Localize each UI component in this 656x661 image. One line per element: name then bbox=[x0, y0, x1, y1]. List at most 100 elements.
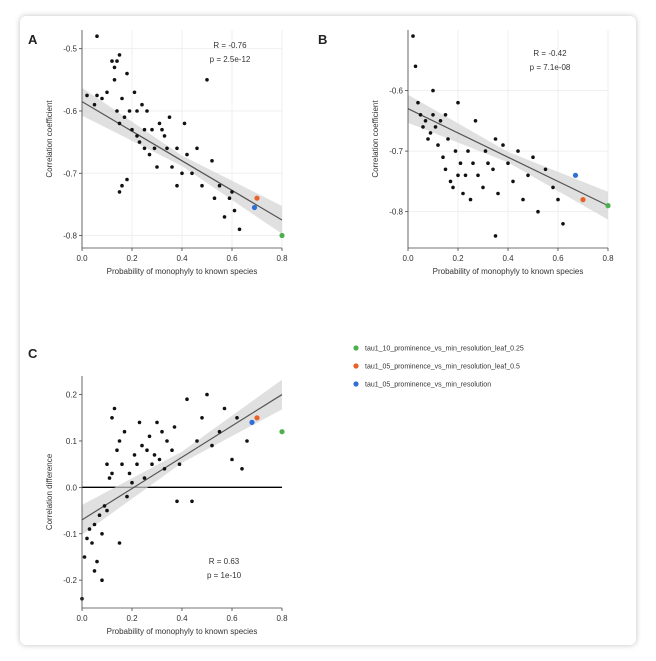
y-axis-title-c: Correlation difference bbox=[45, 453, 54, 530]
highlight-point-b-2 bbox=[572, 172, 579, 178]
legend-marker-2 bbox=[353, 381, 359, 387]
data-point-a-41 bbox=[190, 171, 194, 176]
data-point-c-12 bbox=[110, 416, 114, 420]
data-point-b-34 bbox=[506, 161, 510, 165]
data-point-c-45 bbox=[210, 443, 214, 448]
data-point-b-42 bbox=[551, 185, 555, 190]
y-tick-label-b-0: -0.6 bbox=[389, 87, 403, 96]
data-point-c-18 bbox=[122, 429, 127, 434]
data-point-c-33 bbox=[160, 429, 164, 434]
data-point-c-40 bbox=[185, 397, 189, 402]
highlight-point-c-0 bbox=[279, 429, 285, 435]
x-tick-label-b-2: 0.4 bbox=[502, 254, 514, 263]
data-point-c-55 bbox=[100, 578, 104, 582]
data-point-c-56 bbox=[92, 569, 97, 573]
data-point-b-22 bbox=[466, 149, 470, 153]
data-point-a-47 bbox=[217, 183, 222, 188]
stat-p-c: p = 1e-10 bbox=[207, 571, 242, 580]
data-point-a-37 bbox=[175, 183, 179, 188]
x-tick-label-a-0: 0.0 bbox=[76, 254, 88, 263]
data-point-c-32 bbox=[157, 457, 162, 462]
y-tick-label-a-1: -0.6 bbox=[63, 107, 77, 116]
data-point-c-47 bbox=[222, 406, 227, 411]
data-point-c-50 bbox=[240, 467, 244, 471]
x-tick-label-c-3: 0.6 bbox=[226, 614, 238, 623]
data-point-c-31 bbox=[155, 420, 159, 425]
stat-r-a: R = -0.76 bbox=[213, 41, 247, 50]
data-point-a-31 bbox=[160, 127, 164, 132]
stat-p-b: p = 7.1e-08 bbox=[530, 63, 571, 72]
data-point-a-11 bbox=[115, 109, 119, 113]
data-point-b-35 bbox=[511, 179, 515, 184]
data-point-b-33 bbox=[501, 143, 505, 147]
data-point-a-36 bbox=[175, 146, 179, 151]
y-tick-label-c-0: 0.2 bbox=[66, 391, 78, 400]
panel-label-b: B bbox=[318, 32, 327, 47]
data-point-b-29 bbox=[486, 161, 490, 165]
panel-label-c: C bbox=[28, 346, 38, 361]
data-point-a-1 bbox=[85, 93, 89, 98]
y-tick-label-a-2: -0.7 bbox=[63, 169, 77, 178]
legend-label-1: tau1_05_prominence_vs_min_resolution_lea… bbox=[365, 364, 520, 371]
highlight-point-b-1 bbox=[580, 197, 586, 203]
y-tick-label-c-2: 0.0 bbox=[66, 483, 78, 492]
data-point-a-0 bbox=[95, 34, 99, 38]
data-point-a-2 bbox=[92, 102, 97, 107]
data-point-c-14 bbox=[112, 406, 117, 411]
figure-svg: A 0.0 0.2 0.4 0.6 0.8 -0.5 -0.6 -0.7 -0.8 Probabil… bbox=[28, 30, 614, 636]
data-point-a-34 bbox=[167, 115, 172, 119]
data-point-a-21 bbox=[137, 140, 142, 144]
data-point-b-46 bbox=[431, 88, 435, 93]
data-point-c-25 bbox=[140, 443, 144, 448]
fit-line-a bbox=[81, 101, 283, 221]
x-tick-label-a-4: 0.8 bbox=[276, 254, 288, 263]
data-point-a-15 bbox=[125, 71, 129, 76]
data-point-c-29 bbox=[150, 462, 154, 467]
data-point-b-19 bbox=[458, 161, 463, 165]
data-point-a-13 bbox=[120, 96, 124, 101]
data-point-b-0 bbox=[411, 34, 415, 38]
data-point-a-14 bbox=[122, 115, 127, 119]
data-point-c-5 bbox=[92, 522, 97, 527]
y-axis-title-a: Correlation coefficient bbox=[45, 100, 54, 178]
data-point-a-16 bbox=[127, 109, 132, 113]
data-point-c-7 bbox=[97, 513, 102, 517]
data-point-b-18 bbox=[456, 173, 460, 178]
data-point-b-17 bbox=[453, 149, 458, 153]
data-point-c-4 bbox=[90, 541, 94, 545]
highlight-point-c-1 bbox=[254, 415, 260, 421]
data-point-b-27 bbox=[481, 185, 485, 190]
data-point-b-41 bbox=[543, 167, 548, 172]
data-point-b-28 bbox=[483, 149, 488, 153]
data-point-c-35 bbox=[165, 439, 169, 443]
x-tick-label-c-2: 0.4 bbox=[176, 614, 188, 623]
data-point-b-30 bbox=[491, 167, 495, 172]
panel-label-a: A bbox=[28, 32, 38, 47]
data-point-c-38 bbox=[175, 499, 179, 504]
legend-label-0: tau1_10_prominence_vs_min_resolution_lea… bbox=[365, 346, 524, 353]
data-point-c-54 bbox=[117, 541, 122, 545]
data-point-b-40 bbox=[536, 209, 540, 214]
data-point-b-36 bbox=[516, 149, 520, 153]
data-point-a-46 bbox=[212, 196, 217, 200]
data-point-c-9 bbox=[102, 504, 107, 508]
data-point-c-51 bbox=[245, 439, 249, 443]
data-point-a-8 bbox=[115, 59, 119, 63]
data-point-c-16 bbox=[117, 439, 122, 443]
data-point-c-21 bbox=[130, 480, 134, 485]
data-point-b-21 bbox=[463, 173, 468, 178]
data-point-a-45 bbox=[210, 159, 214, 163]
legend-marker-1 bbox=[353, 363, 359, 369]
x-tick-label-a-3: 0.6 bbox=[226, 254, 238, 263]
figure: A 0.0 0.2 0.4 0.6 0.8 -0.5 -0.6 -0.7 -0.8 Probabil… bbox=[20, 16, 636, 645]
y-tick-label-b-1: -0.7 bbox=[389, 147, 403, 156]
data-point-b-13 bbox=[443, 167, 448, 172]
x-axis-title-b: Probability of monophyly to known specie… bbox=[433, 267, 584, 276]
data-point-a-25 bbox=[145, 109, 149, 113]
data-point-c-23 bbox=[135, 462, 139, 467]
data-point-b-3 bbox=[418, 113, 423, 117]
data-point-b-14 bbox=[446, 137, 450, 141]
stat-r-b: R = -0.42 bbox=[533, 49, 567, 58]
highlight-point-a-1 bbox=[254, 195, 260, 201]
data-point-a-17 bbox=[130, 127, 134, 132]
